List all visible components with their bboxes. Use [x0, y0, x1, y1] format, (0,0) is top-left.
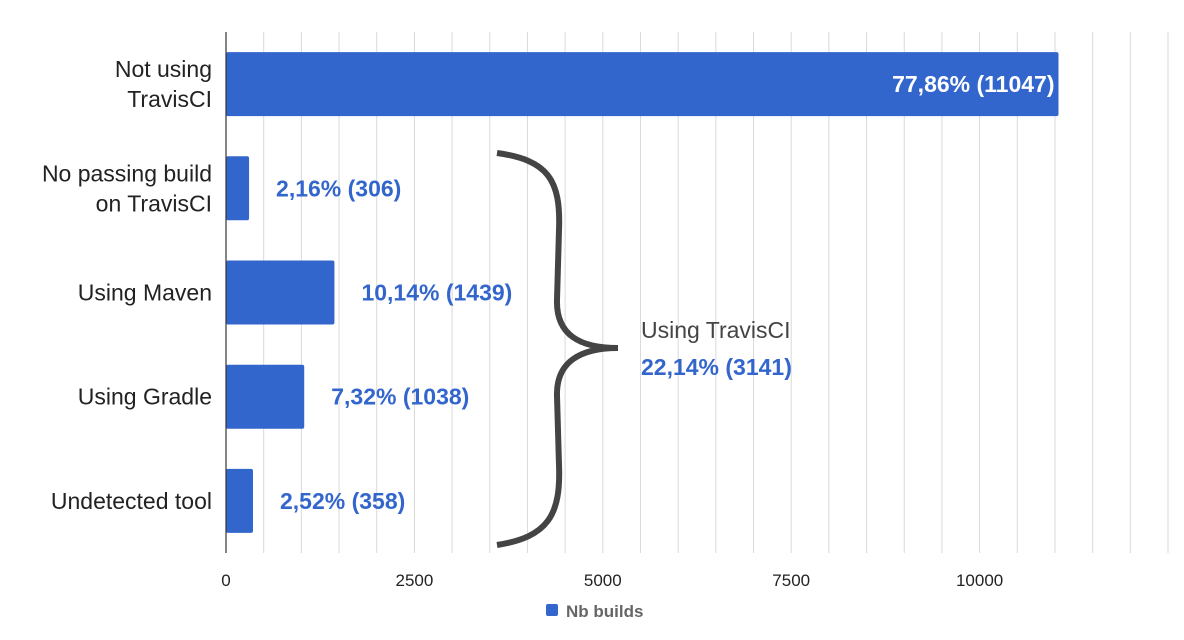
grid-lines [263, 32, 1169, 553]
category-label: TravisCI [127, 86, 212, 112]
legend-label: Nb builds [566, 602, 643, 621]
data-label: 2,52% (358) [280, 488, 405, 514]
x-tick-label: 5000 [584, 571, 622, 590]
category-labels: Not using TravisCI No passing build on Trav… [42, 56, 212, 514]
category-label: Not using [115, 56, 212, 82]
data-label: 2,16% (306) [276, 175, 401, 201]
data-label: 7,32% (1038) [331, 384, 469, 410]
bar [226, 364, 305, 429]
annotation-value: 22,14% (3141) [641, 354, 792, 380]
x-tick-label: 0 [221, 571, 230, 590]
bar [226, 468, 253, 533]
x-tick-label: 10000 [956, 571, 1003, 590]
data-label: 10,14% (1439) [361, 280, 512, 306]
legend: Nb builds [546, 602, 643, 621]
annotation-title: Using TravisCI [641, 317, 791, 343]
x-axis-ticks: 0 2500 5000 7500 10000 [221, 571, 1003, 590]
legend-swatch [546, 604, 558, 616]
category-label: No passing build [42, 160, 212, 186]
data-labels: 77,86% (11047) 2,16% (306) 10,14% (1439) 7,… [276, 71, 1054, 514]
bar [226, 156, 250, 221]
category-label: Undetected tool [51, 488, 212, 514]
bar [226, 52, 1059, 117]
x-tick-label: 7500 [772, 571, 810, 590]
category-label: on TravisCI [96, 190, 212, 216]
data-label: 77,86% (11047) [892, 71, 1054, 97]
category-label: Using Maven [78, 280, 212, 306]
brace-annotation [496, 150, 619, 548]
bars [226, 52, 1059, 533]
category-label: Using Gradle [78, 384, 212, 410]
x-tick-label: 2500 [395, 571, 433, 590]
bar [226, 260, 335, 325]
